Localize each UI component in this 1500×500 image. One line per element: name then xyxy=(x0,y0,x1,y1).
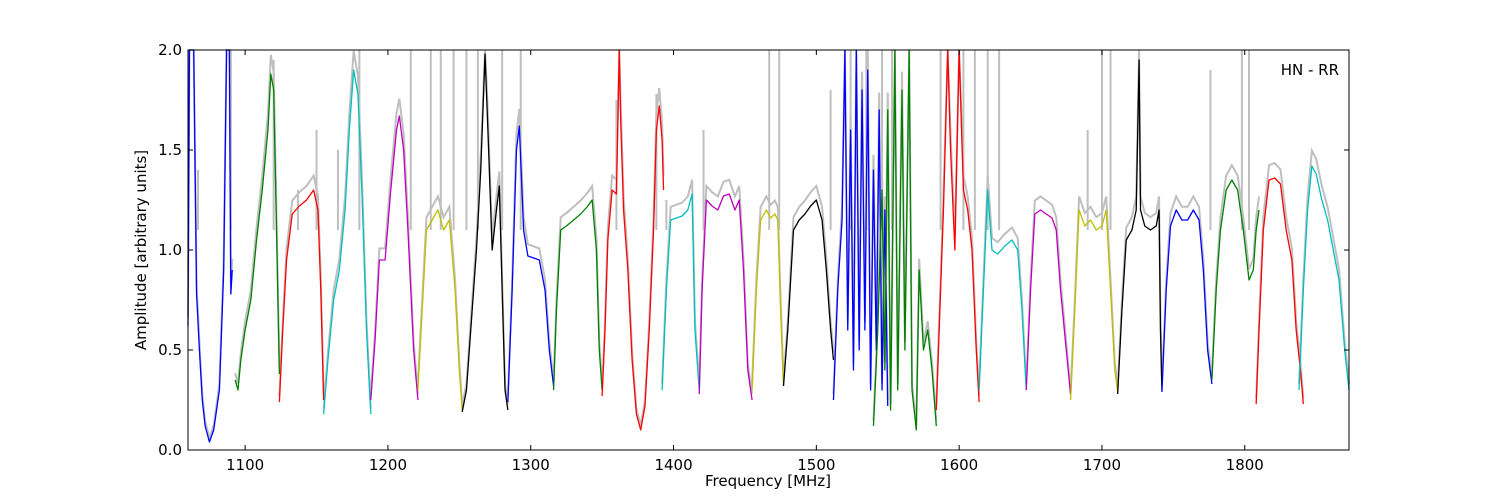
x-axis: 1100 1200 1300 1400 1500 1600 1700 1800 xyxy=(226,50,1264,474)
series-line-18 xyxy=(978,189,1027,391)
plot-frame xyxy=(187,49,1350,451)
series-line-1 xyxy=(187,49,233,443)
series-line-13 xyxy=(751,209,785,391)
background-curve xyxy=(1298,147,1350,384)
background-curve xyxy=(782,183,835,380)
series-line-10 xyxy=(601,49,665,431)
series-line-21 xyxy=(1117,59,1163,395)
series-line-9 xyxy=(552,199,603,391)
y-tick-label: 0.0 xyxy=(158,441,182,459)
y-tick-label: 2.0 xyxy=(158,41,182,59)
series-line-7 xyxy=(461,53,509,413)
series-line-25 xyxy=(1298,165,1350,391)
x-tick-label: 1100 xyxy=(226,456,264,474)
series-line-24 xyxy=(1255,177,1304,405)
background-curve xyxy=(506,108,555,397)
series-line-11 xyxy=(661,193,700,391)
series-line-16 xyxy=(872,49,937,431)
series-line-8 xyxy=(507,125,555,403)
series-line-22 xyxy=(1161,209,1213,393)
x-tick-label: 1200 xyxy=(369,456,407,474)
series-lines xyxy=(187,49,1350,443)
x-tick-label: 1400 xyxy=(654,456,692,474)
x-tick-label: 1700 xyxy=(1083,456,1121,474)
y-tick-label: 1.0 xyxy=(158,241,182,259)
series-line-20 xyxy=(1069,209,1119,401)
x-axis-label: Frequency [MHz] xyxy=(705,472,831,490)
series-line-17 xyxy=(935,49,980,411)
series-line-12 xyxy=(698,193,753,401)
series-line-6 xyxy=(417,209,463,411)
y-axis: 0.0 0.5 1.0 1.5 2.0 xyxy=(158,41,1349,459)
background-curves xyxy=(187,49,1350,442)
series-line-2 xyxy=(234,73,281,391)
series-line-4 xyxy=(323,69,372,415)
background-curve xyxy=(1210,163,1261,374)
series-line-5 xyxy=(370,115,419,401)
series-line-23 xyxy=(1211,179,1260,381)
y-tick-label: 0.5 xyxy=(158,341,182,359)
background-curve xyxy=(1255,161,1305,399)
series-line-19 xyxy=(1025,209,1072,395)
y-tick-label: 1.5 xyxy=(158,141,182,159)
series-line-3 xyxy=(278,189,325,403)
annotation-label: HN - RR xyxy=(1281,61,1339,79)
x-tick-label: 1500 xyxy=(797,456,835,474)
background-curve xyxy=(1025,195,1072,388)
y-axis-label: Amplitude [arbitrary units] xyxy=(132,150,150,350)
x-tick-label: 1800 xyxy=(1226,456,1264,474)
x-tick-label: 1300 xyxy=(512,456,550,474)
series-line-14 xyxy=(782,199,835,387)
x-tick-label: 1600 xyxy=(940,456,978,474)
